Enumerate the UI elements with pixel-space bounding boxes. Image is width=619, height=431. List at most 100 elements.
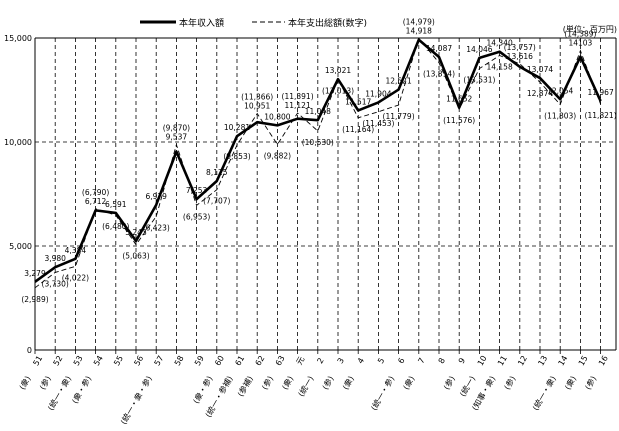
data-label-income: 14,046 [466,45,492,54]
x-tick-label: 16 [597,354,610,367]
data-label-income: 11,967 [587,88,613,97]
y-tick-label: 10,000 [4,138,32,147]
data-label-expense: (11,391) [282,92,314,101]
data-label-expense: (7,707) [203,197,230,206]
data-label-expense: (6,423) [143,223,170,232]
x-tick-label: 3 [336,356,346,365]
year-gridlines [34,38,601,354]
data-label-income: 6,712 [85,197,107,206]
data-label-expense: (2,989) [21,295,48,304]
data-label-income: 12,054 [547,86,573,95]
data-label-expense: (11,453) [362,119,394,128]
data-label-expense: (6,480) [102,222,129,231]
x-tick-labels: 51 52 53 54 55 56 57 58 59 60 61 62 63 元 2 3 4 5 6 7 8 9 10 11 1… [31,354,609,367]
x-tick-label: 55 [112,354,125,367]
data-label-income: 11,652 [446,95,472,104]
data-label-expense: (11,779) [383,112,415,121]
x-tick-label: 13 [536,354,549,367]
data-label-expense: 14,158 [486,63,512,72]
election-label: (参) [37,374,53,391]
plot-frame [34,37,617,351]
x-tick-label: 59 [193,354,206,367]
legend: 本年収入額 本年支出総額(数字) [140,17,367,29]
x-tick-label: 57 [153,354,166,367]
x-tick-label: 58 [173,354,186,367]
election-label: (統一) [296,374,316,398]
gridlines [35,141,616,247]
data-label-expense: 12,874 [527,89,553,98]
data-label-income: 11,048 [305,107,331,116]
data-label-expense: (5,063) [122,252,149,261]
election-label: (衆) [280,374,296,391]
data-label-income: 10,951 [244,102,270,111]
data-label-expense: (4,022) [62,273,89,282]
data-label-income: 14103 [568,39,592,48]
data-label-expense: (9,853) [223,152,250,161]
election-label: (参) [502,374,518,391]
data-label-expense: (14,979) [403,17,435,26]
data-label-income: 5,243 [125,228,147,237]
data-label-income: 4,384 [65,246,87,255]
data-label-income: 14,918 [406,26,432,35]
data-label-income: 14,087 [426,44,452,53]
election-label: (参補) [235,374,255,398]
election-label: (衆) [562,374,578,391]
data-label-expense: (11,164) [342,125,374,134]
series-line-expense [34,37,602,289]
election-label: (衆) [401,374,417,391]
data-label-expense: (11,576) [443,116,475,125]
data-label-income: 13,074 [527,65,553,74]
x-tick-label: 61 [233,354,246,367]
data-label-expense: (14,389) [564,30,596,39]
election-label: (参) [259,374,275,391]
x-tick-label: 62 [254,354,267,367]
election-label: (参) [583,374,599,391]
x-tick-label: 56 [132,354,145,367]
data-label-income: 8,125 [206,168,228,177]
data-label-expense: (9,882) [264,151,291,160]
y-tick-labels: 0 5,000 10,000 15,000 [4,34,32,355]
x-tick-label: 元 [295,355,307,366]
data-label-income: 6,979 [145,192,167,201]
unit-label: (単位：百万円) [563,24,617,34]
x-tick-label: 6 [396,356,406,365]
data-label-expense: (10,530) [302,138,334,147]
data-label-expense: (9,870) [163,124,190,133]
x-tick-label: 52 [52,354,65,367]
data-label-income: 11,121 [284,101,310,110]
data-label-expense: (6,790) [82,188,109,197]
data-label-expense: (13,757) [504,43,536,52]
data-label-income: 3,279 [24,269,46,278]
data-label-income: 10,281 [224,123,250,132]
x-tick-label: 63 [274,354,287,367]
data-label-income: 6,591 [105,200,127,209]
x-tick-label: 4 [356,356,366,365]
data-label-income: 13,616 [507,52,533,61]
data-label-expense: (11,366) [241,93,273,102]
data-labels: 3,279 (2,989) 3,980 (3,730) 4,384 (4,022) 6,71… [21,17,616,303]
x-tick-label: 5 [376,356,386,365]
x-tick-label: 10 [476,354,489,367]
x-tick-label: 54 [92,354,105,367]
series-line-income [34,38,602,283]
legend-label-expense: 本年支出総額(数字) [288,17,367,29]
series-lines [34,37,602,289]
election-label: (衆) [340,374,356,391]
data-label-income: 14,340 [486,39,512,48]
election-label: (統一) [457,374,477,398]
election-labels: (衆) (参)(統一・衆)(衆・参) (統一・衆・参) (衆・参)(統一・参補) (参補… [17,374,598,426]
x-tick-label: 7 [416,356,426,365]
data-label-expense: (11,821) [585,111,617,120]
x-tick-label: 51 [31,354,44,367]
x-tick-label: 14 [557,354,570,367]
election-label: (統一・衆) [530,374,558,412]
election-label: (参) [441,374,457,391]
x-tick-label: 15 [577,354,590,367]
data-label-income: 11,517 [345,97,371,106]
data-label-income: 9,537 [166,133,188,142]
data-label-expense: (11,803) [544,111,576,120]
election-label: (衆・参) [70,374,94,405]
data-label-income: 13,021 [325,66,351,75]
x-tick-label: 11 [496,354,509,367]
data-label-expense: (6,953) [183,212,210,221]
